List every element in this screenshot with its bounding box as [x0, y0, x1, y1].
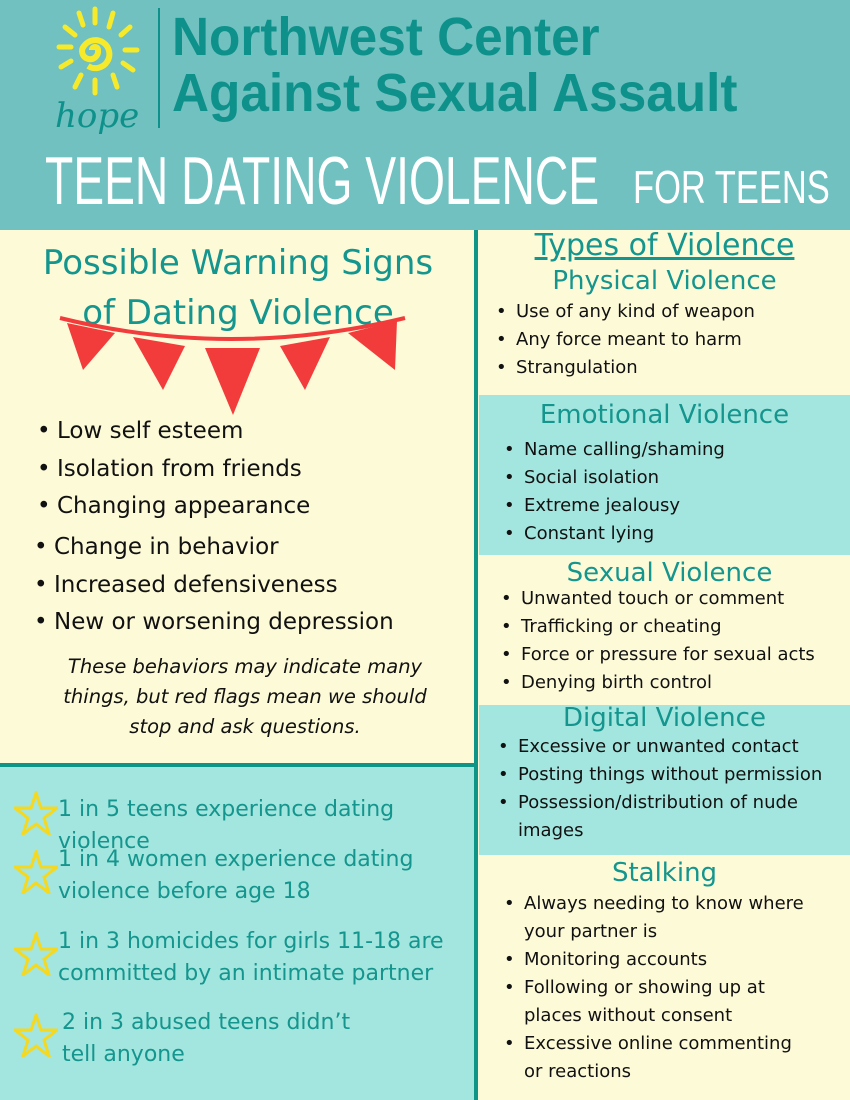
column-divider: [474, 230, 478, 1100]
list-item: Extreme jealousy: [502, 492, 725, 520]
list-item: Use of any kind of weapon: [494, 298, 755, 326]
bunting-flags-icon: [59, 316, 406, 415]
section-divider: [0, 763, 476, 767]
list-item: Low self esteem: [35, 413, 310, 451]
list-item: Force or pressure for sexual acts: [499, 641, 815, 669]
stalking-list: Always needing to know where your partne…: [502, 890, 812, 1086]
star-icon: [14, 1013, 58, 1057]
audience-label: FOR TEENS: [633, 161, 830, 213]
stat-item: 2 in 3 abused teens didn’t tell anyone: [62, 1010, 351, 1067]
list-item: Excessive or unwanted contact: [496, 733, 836, 761]
list-item: Any force meant to harm: [494, 326, 755, 354]
section-title-digital: Digital Violence: [563, 703, 766, 733]
list-item: Trafficking or cheating: [499, 613, 815, 641]
section-title-emotional: Emotional Violence: [539, 400, 790, 430]
warning-signs-list: Low self esteem Isolation from friends C…: [35, 413, 310, 526]
types-of-violence-title: Types of Violence: [534, 228, 795, 263]
list-item: Excessive online commenting or reactions: [502, 1030, 812, 1086]
list-item: Possession/distribution of nude images: [496, 789, 836, 845]
warning-signs-panel: Possible Warning Signs of Dating Violenc…: [0, 230, 476, 765]
star-icon: [14, 850, 58, 894]
section-title-physical: Physical Violence: [552, 266, 777, 296]
digital-violence-list: Excessive or unwanted contact Posting th…: [496, 733, 836, 845]
list-item: Increased defensiveness: [32, 567, 394, 605]
hope-sun-logo-icon: hope: [55, 6, 140, 136]
list-item: Name calling/shaming: [502, 436, 725, 464]
org-name-line2: Against Sexual Assault: [172, 63, 738, 123]
sexual-violence-list: Unwanted touch or comment Trafficking or…: [499, 585, 815, 697]
list-item: Unwanted touch or comment: [499, 585, 815, 613]
list-item: Social isolation: [502, 464, 725, 492]
list-item: Strangulation: [494, 354, 755, 382]
list-item: Change in behavior: [32, 529, 394, 567]
org-name-line1: Northwest Center: [172, 7, 600, 67]
page-title: TEEN DATING VIOLENCE: [45, 143, 600, 219]
star-icon: [14, 791, 58, 835]
logo-divider: [158, 8, 160, 128]
stat-item: 1 in 5 teens experience dating violence: [58, 797, 395, 854]
stat-item: 1 in 3 homicides for girls 11-18 are com…: [58, 929, 444, 986]
warning-signs-list-2: Change in behavior Increased defensivene…: [32, 529, 394, 642]
list-item: Changing appearance: [35, 488, 310, 526]
list-item: Constant lying: [502, 520, 725, 548]
statistics-panel: 1 in 5 teens experience dating violence …: [0, 767, 476, 1100]
warning-signs-title-line1: Possible Warning Signs: [42, 243, 434, 283]
list-item: Isolation from friends: [35, 451, 310, 489]
section-title-sexual: Sexual Violence: [566, 558, 773, 588]
list-item: Following or showing up at places withou…: [502, 974, 812, 1030]
warning-signs-title-line2: of Dating Violence: [82, 293, 394, 333]
svg-text:hope: hope: [55, 96, 139, 136]
list-item: Monitoring accounts: [502, 946, 812, 974]
stat-item: 1 in 4 women experience dating violence …: [58, 847, 414, 904]
header: hope Northwest Center Against Sexual Ass…: [0, 0, 850, 230]
warning-signs-note: These behaviors may indicate many things…: [63, 655, 427, 738]
physical-violence-list: Use of any kind of weapon Any force mean…: [494, 298, 755, 382]
section-title-stalking: Stalking: [611, 858, 718, 888]
list-item: Always needing to know where your partne…: [502, 890, 812, 946]
list-item: Denying birth control: [499, 669, 815, 697]
list-item: Posting things without permission: [496, 761, 836, 789]
emotional-violence-list: Name calling/shaming Social isolation Ex…: [502, 436, 725, 548]
star-icon: [14, 932, 58, 976]
list-item: New or worsening depression: [32, 604, 394, 642]
